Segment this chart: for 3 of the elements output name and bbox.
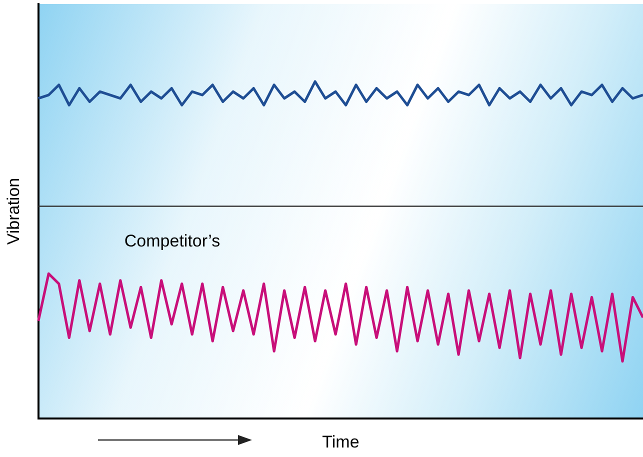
series-label: Competitor’s: [124, 231, 220, 250]
y-axis-title: Vibration: [4, 178, 23, 245]
x-axis-title: Time: [322, 432, 360, 452]
